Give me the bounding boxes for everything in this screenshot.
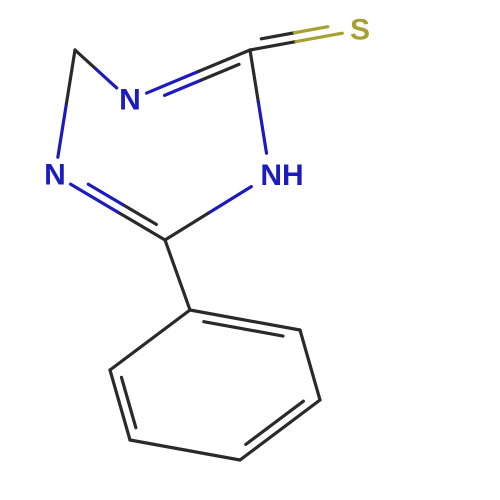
molecule-structure: N S NH N	[0, 0, 500, 500]
atom-n3: NH	[260, 159, 303, 192]
atom-n1: N	[119, 84, 141, 117]
atom-n5: N	[44, 159, 66, 192]
atom-s: S	[350, 14, 370, 47]
